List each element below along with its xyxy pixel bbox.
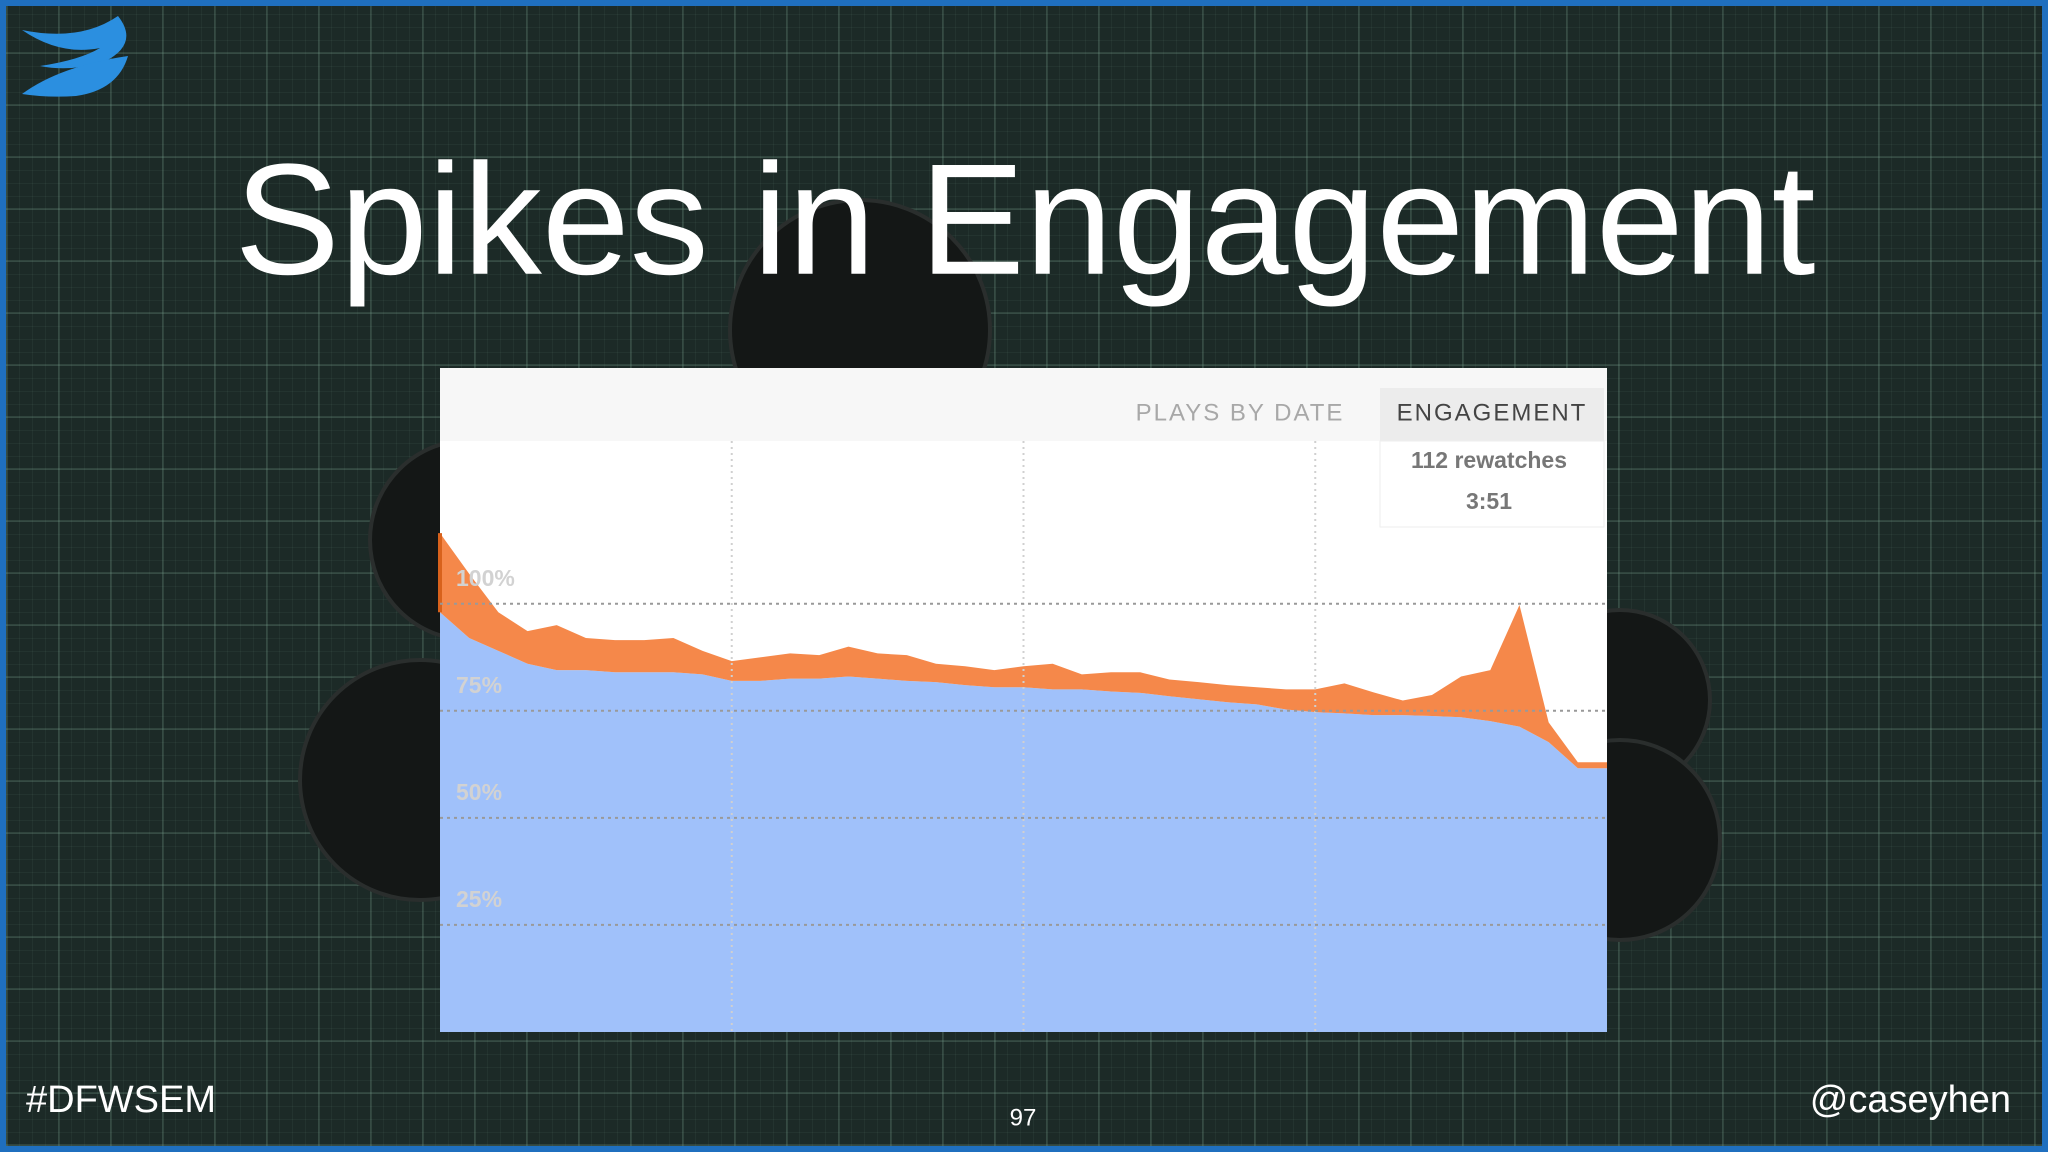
slide-canvas: Spikes in Engagement PLAYS BY DATE ENGAG…	[22, 16, 2011, 1131]
tab[interactable]: PLAYS BY DATE	[1136, 399, 1345, 426]
tab[interactable]: ENGAGEMENT	[1397, 399, 1588, 426]
logo-swoosh	[22, 56, 128, 97]
tooltip-text: 112 rewatches	[1411, 447, 1567, 473]
y-tick-label: 25%	[456, 886, 502, 912]
chart: PLAYS BY DATE ENGAGEMENT 25% 50% 75% 100% 1…	[438, 368, 1607, 1032]
y-tick-label: 100%	[456, 565, 515, 591]
y-tick-label: 75%	[456, 672, 502, 698]
y-tick-label: 50%	[456, 779, 502, 805]
tooltip	[1379, 440, 1605, 528]
logo	[22, 16, 128, 97]
slide-title: Spikes in Engagement	[234, 132, 1815, 308]
page-number: 97	[1010, 1104, 1037, 1131]
hashtag: #DFWSEM	[26, 1079, 216, 1121]
handle: @caseyhen	[1810, 1079, 2011, 1121]
tooltip-text: 3:51	[1466, 488, 1512, 514]
active-tab	[1380, 388, 1604, 441]
logo-swoosh	[22, 16, 127, 69]
area	[440, 533, 1607, 769]
plot-area: 25% 50% 75% 100%	[438, 441, 1607, 1032]
